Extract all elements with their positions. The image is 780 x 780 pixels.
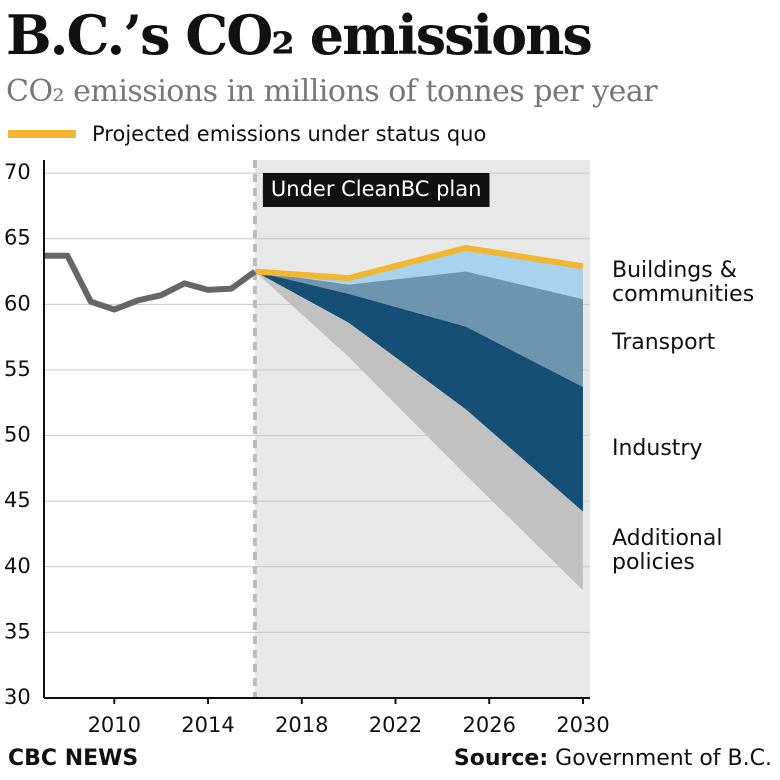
y-tick-label: 30 [4,685,31,709]
reduction-area [254,271,583,512]
area-label: Industry [612,436,703,462]
chart-subtitle: CO₂ emissions in millions of tonnes per … [6,74,658,109]
y-tick-label: 35 [4,619,31,643]
area-label: Additional policies [612,526,723,576]
reduction-area [254,247,583,300]
y-tick-label: 65 [4,226,31,250]
source-label: Source: [453,746,549,771]
history-line [44,252,257,313]
y-tick-label: 50 [4,423,31,447]
y-tick-label: 55 [4,357,31,381]
x-tick-label: 2014 [181,713,234,737]
y-tick-label: 45 [4,488,31,512]
chart-title: B.C.’s CO₂ emissions [6,3,591,67]
area-label: Buildings & communities [612,257,755,307]
x-tick-label: 2018 [275,713,328,737]
y-tick-label: 60 [4,291,31,315]
legend-label: Projected emissions under status quo [92,122,486,146]
x-tick-label: 2022 [369,713,422,737]
annotation: Under CleanBC plan [271,177,482,201]
y-tick-label: 70 [4,160,31,184]
plot: 30 35 40 45 50 55 60 65 70 2010 2014 2018 2022 2026 20… [4,122,610,737]
annotation-box [262,173,490,207]
source-text: Government of B.C. [555,746,772,771]
credit: CBC NEWS [8,746,139,771]
area-label: Transport [612,330,716,356]
x-tick-label: 2030 [556,713,609,737]
x-tick-label: 2026 [463,713,516,737]
x-tick-label: 2010 [88,713,141,737]
reduction-area [254,271,583,388]
status-quo-line [254,244,584,282]
y-tick-label: 40 [4,554,31,578]
source: Source: Government of B.C. [454,746,772,771]
